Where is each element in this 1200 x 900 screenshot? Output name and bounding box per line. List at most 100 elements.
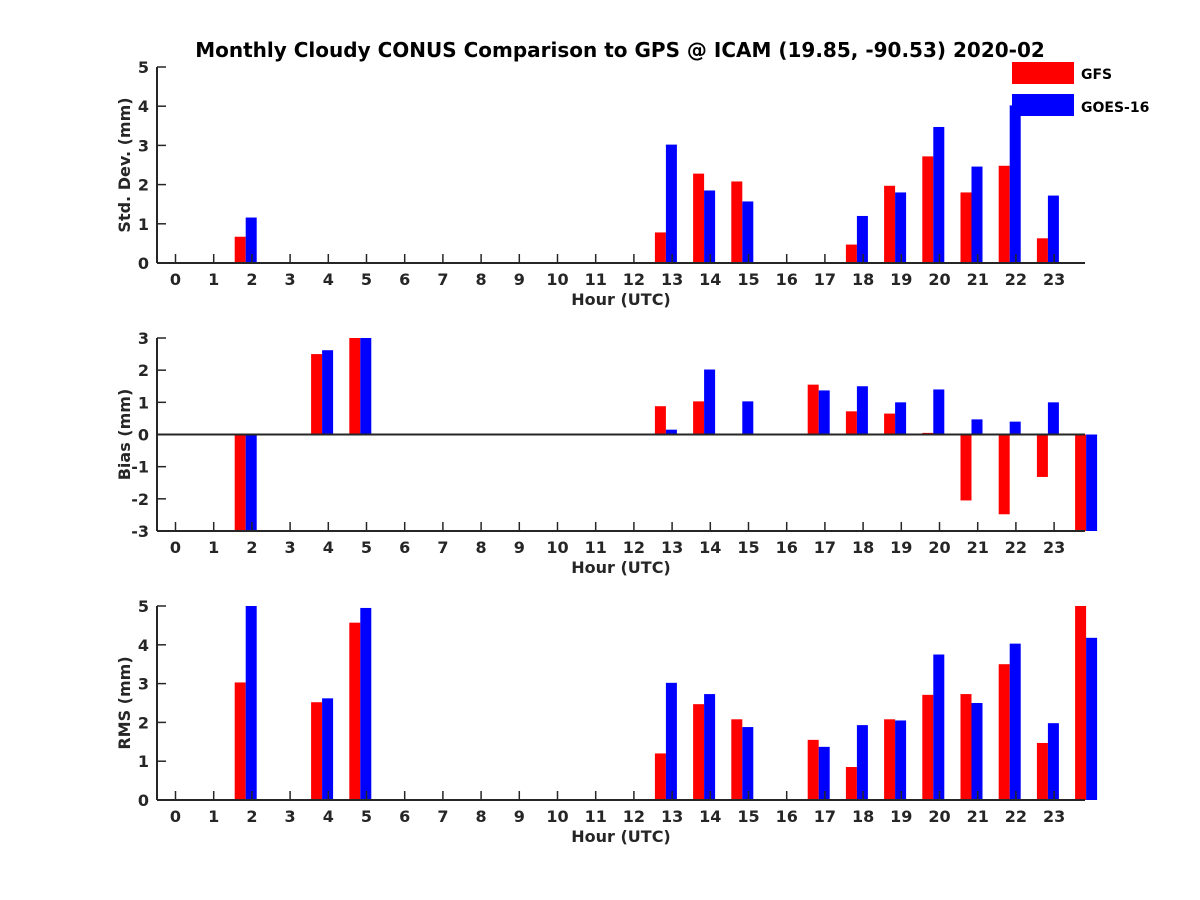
bar-std-dev-gfs-hour-1 <box>234 236 246 263</box>
bar-rms-goes16-hour-12 <box>665 682 677 800</box>
y-axis-label-bias: Bias (mm) <box>115 389 134 481</box>
y-tick-label-bias-0: -3 <box>131 522 149 541</box>
bar-rms-goes16-hour-3 <box>322 698 334 800</box>
bar-rms-gfs-hour-22 <box>1036 742 1048 800</box>
x-tick-label-bias-22: 22 <box>1005 538 1027 557</box>
bar-rms-gfs-hour-1 <box>234 682 246 800</box>
bar-rms-gfs-hour-14 <box>731 719 743 800</box>
bar-std-dev-gfs-hour-21 <box>998 165 1010 263</box>
x-tick-label-std-dev-16: 16 <box>776 270 798 289</box>
x-tick-label-std-dev-23: 23 <box>1043 270 1065 289</box>
bar-rms-gfs-hour-20 <box>960 694 972 800</box>
x-tick-label-std-dev-4: 4 <box>323 270 334 289</box>
x-tick-label-std-dev-14: 14 <box>699 270 721 289</box>
x-tick-label-std-dev-22: 22 <box>1005 270 1027 289</box>
x-tick-label-rms-18: 18 <box>852 807 874 826</box>
bar-bias-goes16-hour-20 <box>971 419 983 435</box>
x-tick-label-std-dev-21: 21 <box>967 270 989 289</box>
bar-std-dev-gfs-hour-18 <box>884 185 896 263</box>
bar-bias-gfs-hour-18 <box>884 413 896 435</box>
bar-bias-goes16-hour-23 <box>1086 434 1098 531</box>
bar-rms-goes16-hour-17 <box>856 725 868 800</box>
bar-rms-goes16-hour-23 <box>1086 637 1098 800</box>
x-tick-label-std-dev-11: 11 <box>585 270 607 289</box>
x-tick-label-rms-22: 22 <box>1005 807 1027 826</box>
bar-rms-gfs-hour-17 <box>845 767 857 800</box>
bar-bias-goes16-hour-22 <box>1047 402 1059 435</box>
x-tick-label-std-dev-1: 1 <box>208 270 219 289</box>
bar-rms-gfs-hour-16 <box>807 739 819 800</box>
y-tick-label-bias-1: -2 <box>131 490 149 509</box>
x-tick-label-bias-2: 2 <box>246 538 257 557</box>
bar-bias-gfs-hour-20 <box>960 434 972 501</box>
bar-bias-goes16-hour-1 <box>245 434 257 531</box>
x-tick-label-rms-2: 2 <box>246 807 257 826</box>
legend-label-gfs: GFS <box>1081 67 1112 83</box>
y-tick-label-rms-4: 4 <box>138 636 149 655</box>
bar-bias-gfs-hour-4 <box>349 338 361 435</box>
y-tick-label-std-dev-4: 4 <box>138 97 149 116</box>
x-tick-label-bias-10: 10 <box>546 538 568 557</box>
x-tick-label-rms-3: 3 <box>285 807 296 826</box>
bar-bias-goes16-hour-18 <box>895 402 907 435</box>
bar-bias-goes16-hour-13 <box>704 369 716 435</box>
x-tick-label-bias-0: 0 <box>170 538 181 557</box>
bar-rms-gfs-hour-19 <box>922 694 934 800</box>
bar-std-dev-goes16-hour-14 <box>742 201 754 263</box>
bar-rms-goes16-hour-18 <box>895 720 907 800</box>
x-tick-label-rms-23: 23 <box>1043 807 1065 826</box>
y-axis-label-std-dev: Std. Dev. (mm) <box>115 97 134 232</box>
x-tick-label-rms-14: 14 <box>699 807 721 826</box>
x-tick-label-rms-19: 19 <box>890 807 912 826</box>
x-tick-label-bias-18: 18 <box>852 538 874 557</box>
bar-rms-goes16-hour-22 <box>1047 723 1059 800</box>
bar-std-dev-goes16-hour-22 <box>1047 195 1059 263</box>
bar-std-dev-gfs-hour-12 <box>654 232 666 263</box>
chart-title: Monthly Cloudy CONUS Comparison to GPS @… <box>195 38 1045 62</box>
x-tick-label-rms-8: 8 <box>476 807 487 826</box>
y-tick-label-bias-2: -1 <box>131 458 149 477</box>
bar-rms-goes16-hour-1 <box>245 606 257 800</box>
x-tick-label-bias-6: 6 <box>399 538 410 557</box>
bar-rms-goes16-hour-21 <box>1009 643 1021 800</box>
x-axis-label-std-dev: Hour (UTC) <box>571 290 671 309</box>
x-tick-label-std-dev-19: 19 <box>890 270 912 289</box>
x-tick-label-std-dev-10: 10 <box>546 270 568 289</box>
bar-std-dev-gfs-hour-22 <box>1036 238 1048 263</box>
y-tick-label-rms-1: 1 <box>138 752 149 771</box>
y-tick-label-std-dev-0: 0 <box>138 254 149 273</box>
bar-std-dev-gfs-hour-17 <box>845 244 857 263</box>
x-tick-label-std-dev-3: 3 <box>285 270 296 289</box>
x-tick-label-rms-7: 7 <box>437 807 448 826</box>
bar-bias-goes16-hour-14 <box>742 401 754 435</box>
y-tick-label-bias-4: 1 <box>138 393 149 412</box>
bar-bias-goes16-hour-21 <box>1009 421 1021 435</box>
x-tick-label-bias-7: 7 <box>437 538 448 557</box>
x-tick-label-bias-1: 1 <box>208 538 219 557</box>
x-tick-label-bias-3: 3 <box>285 538 296 557</box>
bar-std-dev-goes16-hour-19 <box>933 126 945 263</box>
x-tick-label-std-dev-9: 9 <box>514 270 525 289</box>
bar-rms-gfs-hour-21 <box>998 664 1010 800</box>
y-tick-label-std-dev-2: 2 <box>138 176 149 195</box>
x-tick-label-bias-15: 15 <box>737 538 759 557</box>
bar-std-dev-goes16-hour-13 <box>704 190 716 263</box>
y-tick-label-bias-6: 3 <box>138 329 149 348</box>
y-tick-label-bias-5: 2 <box>138 361 149 380</box>
x-tick-label-bias-9: 9 <box>514 538 525 557</box>
y-tick-label-std-dev-5: 5 <box>138 58 149 77</box>
bar-std-dev-goes16-hour-18 <box>895 192 907 263</box>
x-tick-label-std-dev-18: 18 <box>852 270 874 289</box>
bar-bias-gfs-hour-3 <box>311 354 323 435</box>
bar-bias-gfs-hour-17 <box>845 411 857 435</box>
bar-rms-gfs-hour-3 <box>311 702 323 800</box>
legend-swatch-goes16 <box>1012 94 1074 116</box>
bar-bias-goes16-hour-17 <box>856 386 868 435</box>
x-tick-label-rms-0: 0 <box>170 807 181 826</box>
x-tick-label-bias-17: 17 <box>814 538 836 557</box>
bar-bias-goes16-hour-3 <box>322 350 334 435</box>
x-tick-label-rms-11: 11 <box>585 807 607 826</box>
x-tick-label-rms-21: 21 <box>967 807 989 826</box>
